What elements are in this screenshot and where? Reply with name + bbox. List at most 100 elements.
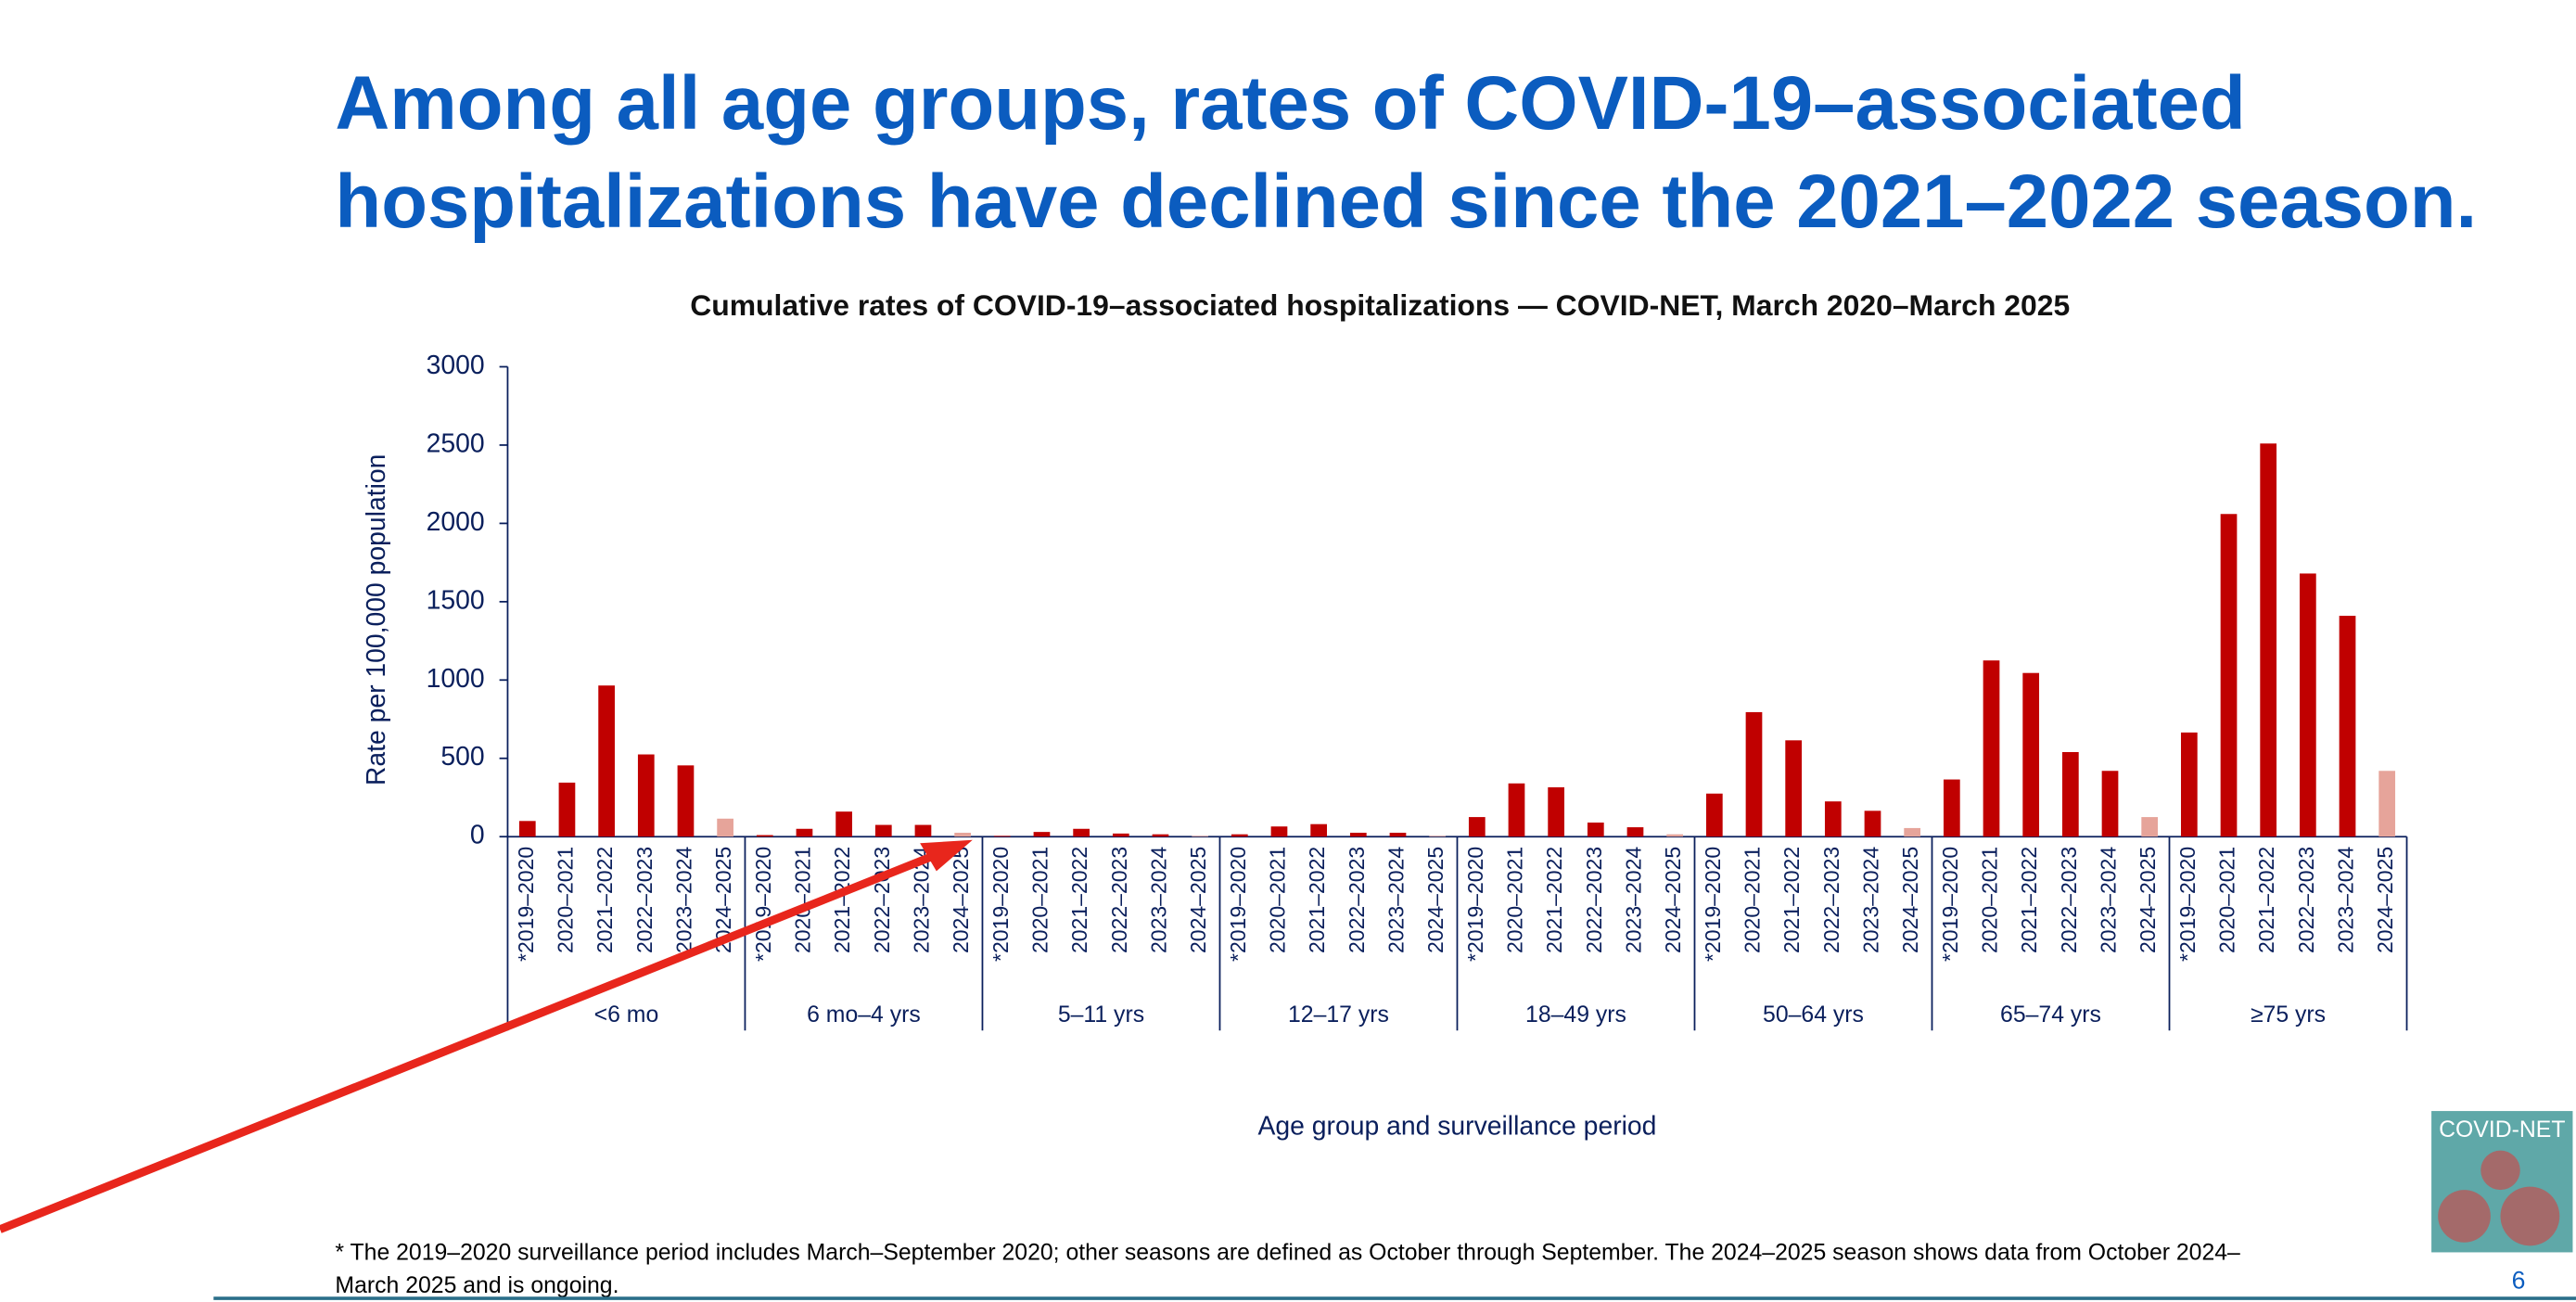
logo-text: COVID-NET [2439,1117,2565,1142]
group-label: 6 mo–4 yrs [807,1002,921,1028]
season-label: 2022–2023 [1107,847,1131,953]
bar [874,824,892,837]
logo-virus [2500,1186,2560,1246]
bar [2260,443,2277,837]
group-label: <6 mo [594,1002,659,1028]
season-label: 2024–2025 [1898,847,1922,953]
bar [1705,793,1723,837]
footnote: * The 2019–2020 surveillance period incl… [335,1241,2240,1266]
season-label: 2020–2021 [1266,847,1290,953]
season-label: 2024–2025 [949,847,973,953]
y-tick-label: 2500 [427,428,485,458]
bar [598,685,615,837]
season-label: 2024–2025 [2373,847,2397,953]
season-label: 2021–2022 [1067,847,1091,953]
season-label: 2023–2024 [1859,847,1883,953]
group-label: 5–11 yrs [1058,1002,1144,1028]
bar [914,824,932,837]
season-label: 2021–2022 [593,847,617,953]
bar [1270,826,1288,837]
season-label: 2022–2023 [2294,847,2318,953]
season-label: 2021–2022 [1305,847,1329,953]
y-tick-label: 0 [470,821,485,850]
season-label: 2024–2025 [2136,847,2160,953]
season-label: *2019–2020 [514,847,538,962]
season-label: *2019–2020 [1938,847,1962,962]
logo-virus [2480,1150,2520,1191]
group-label: 18–49 yrs [1525,1002,1626,1028]
page-number: 6 [2512,1266,2526,1294]
bar [1231,834,1248,837]
y-tick-label: 3000 [427,351,485,380]
bar [1073,828,1090,837]
bar [1468,817,1486,837]
season-label: 2020–2021 [1503,847,1527,953]
bar [2101,771,2119,837]
slide-title: hospitalizations have declined since the… [335,160,2477,244]
footnote: March 2025 and is ongoing. [335,1273,618,1298]
season-label: 2023–2024 [2097,847,2121,953]
season-label: *2019–2020 [1701,847,1725,962]
season-label: 2020–2021 [1028,847,1052,953]
season-label: 2023–2024 [2334,847,2358,953]
bar [558,782,576,837]
x-axis-label: Age group and surveillance period [1258,1111,1657,1141]
y-tick-label: 1500 [427,585,485,615]
bar [518,821,536,837]
bar [954,832,971,837]
bar [2299,573,2316,837]
group-label: 50–64 yrs [1763,1002,1864,1028]
bar [1310,823,1328,837]
arrow-head [920,839,973,872]
bar [2022,672,2040,837]
bar [1587,822,1604,837]
season-label: 2022–2023 [1819,847,1843,953]
bar [677,765,695,837]
bar [796,828,813,837]
bar [2220,514,2238,837]
season-label: 2020–2021 [1978,847,2002,953]
bar [1983,660,2000,837]
season-label: 2022–2023 [1345,847,1369,953]
slide-title: Among all age groups, rates of COVID-19–… [335,61,2245,146]
group-label: 12–17 yrs [1288,1002,1389,1028]
bar [1666,834,1684,837]
season-label: 2020–2021 [554,847,578,953]
bar [1904,827,1921,837]
bar [717,818,733,837]
bar [1349,832,1367,837]
season-label: 2022–2023 [632,847,657,953]
bar [1785,740,1803,837]
season-label: 2024–2025 [1186,847,1210,953]
arrow [0,848,947,1233]
season-label: 2022–2023 [870,847,894,953]
bar [1864,811,1881,837]
season-label: 2022–2023 [2057,847,2081,953]
bar [1824,801,1842,837]
season-label: 2021–2022 [2254,847,2278,953]
season-label: *2019–2020 [1463,847,1487,962]
bar [1548,786,1565,837]
season-label: 2020–2021 [1741,847,1765,953]
season-label: 2021–2022 [2017,847,2041,953]
bar [1112,833,1129,837]
bar [1745,711,1763,837]
bar [1508,783,1525,837]
y-axis-label: Rate per 100,000 population [362,454,391,786]
bar [2061,751,2079,837]
plot: 0 500 1000 1500 2000 2500 3000 <6 mo *2019–2020 2… [427,351,2408,1031]
season-label: 2024–2025 [1661,847,1685,953]
bar [1943,779,1960,837]
bar [2378,771,2396,837]
season-label: 2022–2023 [1582,847,1606,953]
y-tick-label: 500 [440,742,484,772]
bar [1389,832,1407,837]
season-label: *2019–2020 [2175,847,2200,962]
season-label: 2021–2022 [1542,847,1566,953]
y-tick-label: 2000 [427,507,485,537]
logo-virus [2438,1190,2491,1243]
season-label: 2021–2022 [1779,847,1804,953]
group-label: ≥75 yrs [2251,1002,2326,1028]
